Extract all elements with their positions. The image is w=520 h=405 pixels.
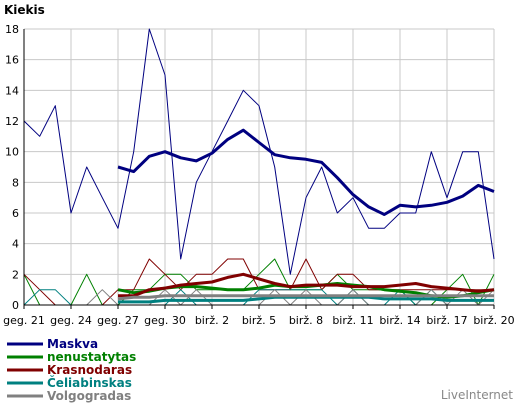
x-tick-label: geg. 24	[50, 314, 92, 327]
liveinternet-brand[interactable]: LiveInternet	[441, 388, 513, 402]
y-tick-label: 4	[12, 238, 19, 251]
x-tick-label: birž. 5	[242, 314, 276, 327]
y-tick-label: 16	[5, 54, 19, 67]
y-tick-label: 18	[5, 23, 19, 36]
x-tick-label: geg. 21	[3, 314, 45, 327]
x-tick-label: geg. 27	[97, 314, 139, 327]
x-tick-label: birž. 2	[195, 314, 229, 327]
chart-title: Kiekis	[4, 3, 45, 17]
series-line-krasnodaras-smoothed	[118, 272, 495, 298]
y-tick-label: 14	[5, 84, 19, 97]
series-line-maskva	[23, 28, 495, 275]
x-tick-label: birž. 17	[426, 314, 467, 327]
y-tick-label: 6	[12, 207, 19, 220]
series-line-volgogradas-smoothed	[117, 294, 494, 301]
x-tick-label: birž. 11	[332, 314, 373, 327]
legend-label[interactable]: Maskva	[47, 337, 98, 351]
chart-axes: 0 2 4 6 8 10 12 14 16 18 geg. 21 geg. 24 geg. 27 geg.…	[3, 23, 515, 327]
legend-label[interactable]: Čeliabinskas	[47, 375, 132, 390]
x-tick-label: birž. 20	[473, 314, 514, 327]
x-tick-label: birž. 8	[289, 314, 323, 327]
y-tick-label: 10	[5, 146, 19, 159]
y-tick-label: 0	[12, 299, 19, 312]
x-tick-label: geg. 30	[144, 314, 186, 327]
x-tick-label: birž. 14	[379, 314, 420, 327]
y-tick-label: 8	[12, 176, 19, 189]
y-tick-label: 2	[12, 268, 19, 281]
chart-grid	[24, 28, 495, 305]
chart-legend: MaskvanenustatytasKrasnodarasČeliabinska…	[7, 337, 136, 403]
legend-label[interactable]: nenustatytas	[47, 350, 136, 364]
legend-label[interactable]: Volgogradas	[47, 389, 131, 403]
y-tick-label: 12	[5, 115, 19, 128]
series-line-maskva-smoothed	[117, 128, 495, 216]
legend-label[interactable]: Krasnodaras	[47, 363, 132, 377]
